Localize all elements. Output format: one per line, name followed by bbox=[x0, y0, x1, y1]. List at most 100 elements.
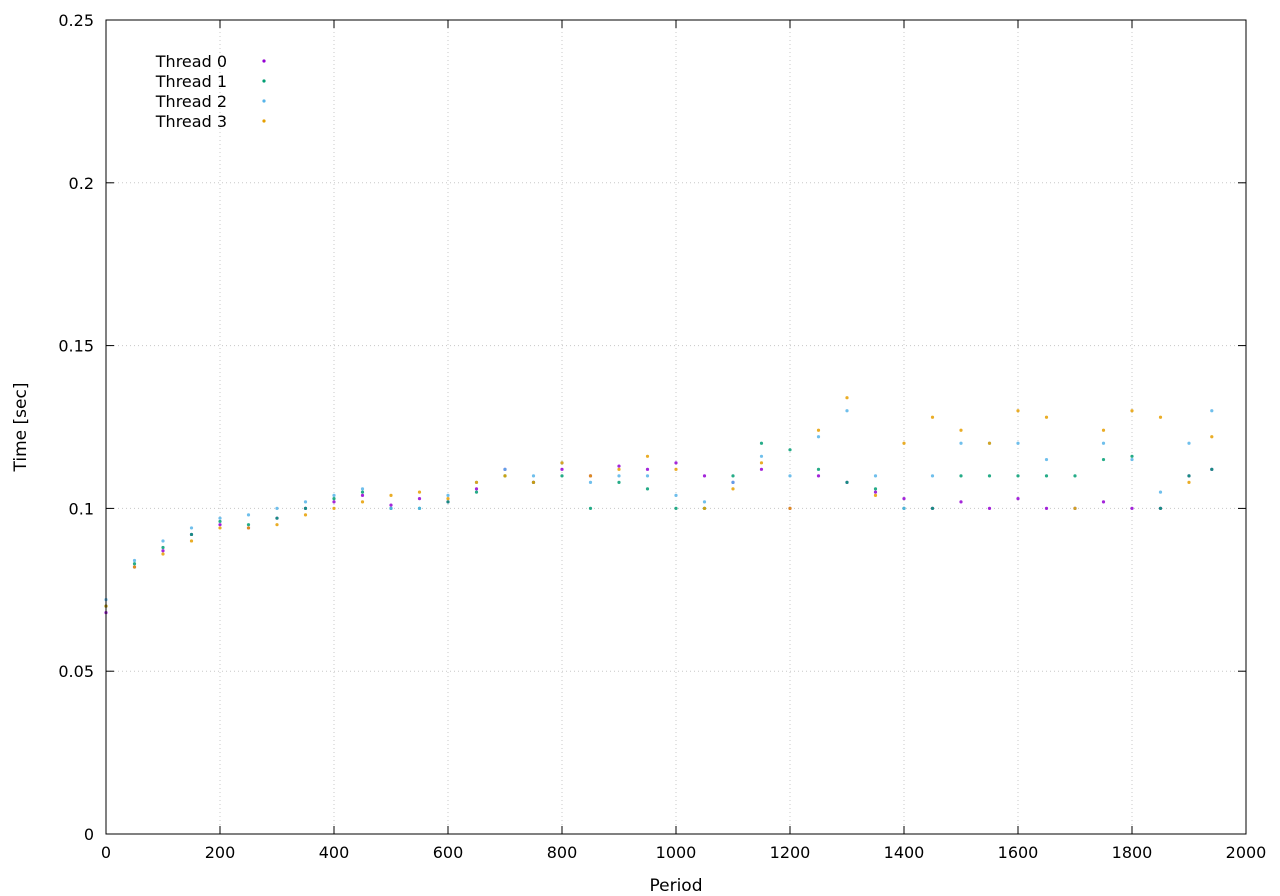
data-point bbox=[617, 474, 621, 478]
data-point bbox=[161, 549, 165, 553]
x-tick-label: 1000 bbox=[656, 843, 697, 862]
data-point bbox=[759, 441, 764, 445]
data-point bbox=[816, 467, 821, 471]
data-point bbox=[474, 487, 479, 491]
data-point bbox=[303, 506, 308, 510]
data-point bbox=[1158, 506, 1163, 510]
data-point bbox=[873, 487, 878, 491]
data-point bbox=[218, 526, 222, 530]
data-point bbox=[189, 526, 194, 530]
data-point bbox=[816, 428, 821, 432]
data-point bbox=[788, 474, 792, 478]
data-point bbox=[1158, 415, 1163, 419]
data-point bbox=[1044, 457, 1049, 462]
x-tick-label: 1400 bbox=[884, 843, 925, 862]
data-point bbox=[132, 558, 137, 563]
data-point bbox=[1073, 474, 1077, 478]
data-point bbox=[560, 467, 564, 471]
data-point bbox=[930, 415, 935, 419]
data-point bbox=[959, 474, 963, 478]
data-point bbox=[1130, 454, 1134, 458]
data-point bbox=[930, 506, 935, 510]
data-point bbox=[275, 516, 279, 520]
data-point bbox=[617, 464, 621, 468]
data-point bbox=[1130, 506, 1134, 510]
axis-ticks bbox=[105, 19, 1247, 835]
data-point bbox=[132, 565, 137, 569]
data-point bbox=[845, 409, 849, 413]
data-point bbox=[332, 500, 336, 504]
data-point bbox=[389, 493, 393, 497]
data-point bbox=[446, 500, 450, 504]
data-point bbox=[731, 487, 735, 491]
data-point bbox=[816, 474, 821, 478]
data-point bbox=[332, 506, 336, 510]
data-point bbox=[161, 545, 165, 550]
data-point bbox=[246, 513, 251, 517]
data-point bbox=[389, 503, 393, 507]
data-point bbox=[987, 441, 992, 445]
data-point bbox=[189, 539, 194, 543]
data-point bbox=[360, 490, 365, 494]
data-point bbox=[531, 480, 536, 484]
data-point bbox=[161, 539, 165, 543]
legend-label: Thread 3 bbox=[155, 112, 227, 131]
data-point bbox=[531, 474, 536, 478]
data-point bbox=[759, 461, 764, 465]
data-point bbox=[845, 396, 849, 400]
data-point bbox=[1101, 441, 1106, 445]
data-point bbox=[1210, 467, 1214, 471]
x-tick-label: 1200 bbox=[770, 843, 811, 862]
data-points bbox=[104, 396, 1214, 615]
data-point bbox=[959, 428, 963, 432]
legend-marker bbox=[262, 99, 266, 103]
data-point bbox=[873, 474, 878, 478]
y-tick-label: 0.2 bbox=[69, 174, 94, 193]
data-point bbox=[674, 493, 678, 497]
data-point bbox=[1210, 409, 1214, 413]
data-point bbox=[759, 467, 764, 471]
data-point bbox=[902, 506, 906, 510]
data-point bbox=[417, 490, 422, 494]
data-point bbox=[275, 523, 279, 527]
data-point bbox=[161, 552, 165, 556]
data-point bbox=[788, 448, 792, 452]
data-point bbox=[360, 487, 365, 491]
data-point bbox=[1130, 409, 1134, 413]
y-tick-label: 0.05 bbox=[58, 662, 94, 681]
data-point bbox=[645, 474, 650, 478]
data-point bbox=[930, 474, 935, 478]
data-point bbox=[417, 497, 422, 501]
data-point bbox=[816, 435, 821, 439]
data-point bbox=[389, 506, 393, 510]
legend-label: Thread 0 bbox=[155, 52, 227, 71]
data-point bbox=[218, 516, 222, 520]
data-point bbox=[845, 480, 849, 484]
x-tick-label: 800 bbox=[547, 843, 578, 862]
data-point bbox=[132, 562, 137, 566]
data-point bbox=[503, 474, 507, 478]
data-point bbox=[474, 480, 479, 484]
data-point bbox=[560, 474, 564, 478]
data-point bbox=[1210, 435, 1214, 439]
data-point bbox=[360, 493, 365, 497]
data-point bbox=[275, 506, 279, 510]
data-point bbox=[873, 490, 878, 494]
legend-marker bbox=[262, 79, 266, 83]
data-point bbox=[674, 506, 678, 510]
data-point bbox=[303, 500, 308, 504]
data-point bbox=[1044, 474, 1049, 478]
data-point bbox=[1101, 428, 1106, 432]
data-point bbox=[617, 480, 621, 484]
data-point bbox=[617, 467, 621, 471]
data-point bbox=[360, 500, 365, 504]
data-point bbox=[959, 441, 963, 445]
y-tick-label: 0.15 bbox=[58, 337, 94, 356]
data-point bbox=[1044, 415, 1049, 419]
data-point bbox=[1073, 506, 1077, 510]
data-point bbox=[1016, 497, 1020, 501]
data-point bbox=[1016, 474, 1020, 478]
legend-label: Thread 2 bbox=[155, 92, 227, 111]
